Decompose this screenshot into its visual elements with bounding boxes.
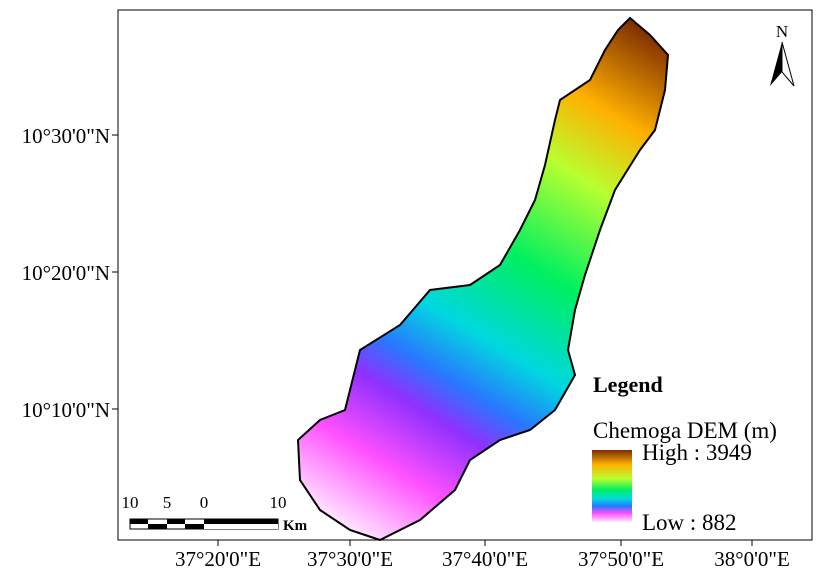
- watershed: [296, 16, 670, 542]
- lat-label: 10°20'0"N: [22, 261, 110, 285]
- north-label: N: [776, 22, 788, 41]
- lon-label: 37°50'0"E: [578, 547, 664, 571]
- lon-label: 37°20'0"E: [175, 547, 261, 571]
- legend-low: Low : 882: [642, 510, 737, 535]
- y-labels: 10°30'0"N 10°20'0"N 10°10'0"N: [22, 124, 110, 422]
- lon-label: 37°40'0"E: [442, 547, 528, 571]
- lat-label: 10°30'0"N: [22, 124, 110, 148]
- legend-title: Legend: [593, 372, 663, 397]
- x-labels: 37°20'0"E 37°30'0"E 37°40'0"E 37°50'0"E …: [175, 547, 790, 571]
- legend: Legend Chemoga DEM (m) High : 3949 Low :…: [592, 372, 777, 535]
- lon-label: 38°0'0"E: [714, 547, 790, 571]
- legend-ramp: [592, 450, 632, 522]
- scale-label: 0: [200, 493, 209, 512]
- lat-label: 10°10'0"N: [22, 398, 110, 422]
- scale-unit: Km: [283, 518, 308, 534]
- frame-ticks: [112, 134, 753, 546]
- scale-bar: 10 5 0 10 Km: [122, 493, 308, 534]
- north-arrow: N: [770, 22, 795, 87]
- legend-high: High : 3949: [642, 440, 752, 465]
- scale-label: 5: [163, 493, 172, 512]
- legend-layer: Chemoga DEM (m): [593, 418, 777, 443]
- scale-label: 10: [122, 493, 139, 512]
- lon-label: 37°30'0"E: [307, 547, 393, 571]
- scale-label: 10: [270, 493, 287, 512]
